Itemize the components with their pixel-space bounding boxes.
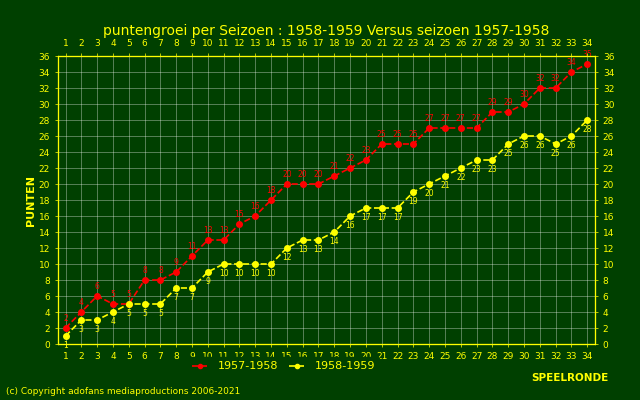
Text: 21: 21	[440, 181, 450, 190]
Y-axis label: PUNTEN: PUNTEN	[26, 174, 36, 226]
Legend: 1957-1958, 1958-1959: 1957-1958, 1958-1959	[188, 357, 380, 376]
Text: 3: 3	[79, 325, 84, 334]
Text: 2: 2	[63, 314, 68, 323]
Text: 32: 32	[535, 74, 545, 83]
Text: 12: 12	[282, 253, 292, 262]
Text: 7: 7	[173, 293, 179, 302]
Text: 23: 23	[361, 146, 371, 155]
Text: 5: 5	[158, 309, 163, 318]
Text: 26: 26	[535, 141, 545, 150]
Text: 17: 17	[361, 213, 371, 222]
Text: 10: 10	[235, 269, 244, 278]
Text: 22: 22	[456, 173, 465, 182]
Text: 4: 4	[111, 317, 115, 326]
Text: 27: 27	[472, 114, 481, 123]
Text: 27: 27	[424, 114, 434, 123]
Text: 5: 5	[111, 290, 115, 299]
Text: 25: 25	[408, 130, 418, 139]
Text: 29: 29	[504, 98, 513, 107]
Text: 17: 17	[393, 213, 403, 222]
Text: 23: 23	[472, 165, 481, 174]
Text: 9: 9	[173, 258, 179, 267]
Text: 20: 20	[314, 170, 323, 179]
Text: 10: 10	[250, 269, 260, 278]
Title: puntengroei per Seizoen : 1958-1959 Versus seizoen 1957-1958: puntengroei per Seizoen : 1958-1959 Vers…	[103, 24, 550, 38]
Text: 11: 11	[188, 242, 196, 251]
Text: 7: 7	[189, 293, 195, 302]
Text: 15: 15	[235, 210, 244, 219]
Text: 34: 34	[566, 58, 577, 67]
Text: 5: 5	[126, 290, 131, 299]
Text: 23: 23	[488, 165, 497, 174]
Text: 6: 6	[95, 282, 100, 291]
Text: 32: 32	[551, 74, 561, 83]
Text: 16: 16	[250, 202, 260, 211]
Text: 8: 8	[142, 266, 147, 275]
Text: 26: 26	[566, 141, 576, 150]
Text: 10: 10	[266, 269, 276, 278]
Text: 25: 25	[393, 130, 403, 139]
Text: SPEELRONDE: SPEELRONDE	[531, 373, 608, 383]
Text: 20: 20	[282, 170, 292, 179]
Text: 27: 27	[456, 114, 466, 123]
Text: 8: 8	[158, 266, 163, 275]
Text: 14: 14	[330, 237, 339, 246]
Text: 13: 13	[203, 226, 212, 235]
Text: 29: 29	[488, 98, 497, 107]
Text: 35: 35	[582, 50, 592, 59]
Text: 4: 4	[79, 298, 84, 307]
Text: 13: 13	[314, 245, 323, 254]
Text: (c) Copyright adofans mediaproductions 2006-2021: (c) Copyright adofans mediaproductions 2…	[6, 387, 241, 396]
Text: 30: 30	[519, 90, 529, 99]
Text: 1: 1	[63, 341, 68, 350]
Text: 19: 19	[408, 197, 418, 206]
Text: 10: 10	[219, 269, 228, 278]
Text: 25: 25	[377, 130, 387, 139]
Text: 21: 21	[330, 162, 339, 171]
Text: 16: 16	[346, 221, 355, 230]
Text: 20: 20	[298, 170, 307, 179]
Text: 3: 3	[95, 325, 100, 334]
Text: 18: 18	[266, 186, 276, 195]
Text: 9: 9	[205, 277, 211, 286]
Text: 22: 22	[346, 154, 355, 163]
Text: 13: 13	[219, 226, 228, 235]
Text: 27: 27	[440, 114, 450, 123]
Text: 28: 28	[582, 125, 592, 134]
Text: 25: 25	[551, 149, 561, 158]
Text: 20: 20	[424, 189, 434, 198]
Text: 5: 5	[126, 309, 131, 318]
Text: 25: 25	[504, 149, 513, 158]
Text: 26: 26	[519, 141, 529, 150]
Text: 17: 17	[377, 213, 387, 222]
Text: 13: 13	[298, 245, 307, 254]
Text: 5: 5	[142, 309, 147, 318]
